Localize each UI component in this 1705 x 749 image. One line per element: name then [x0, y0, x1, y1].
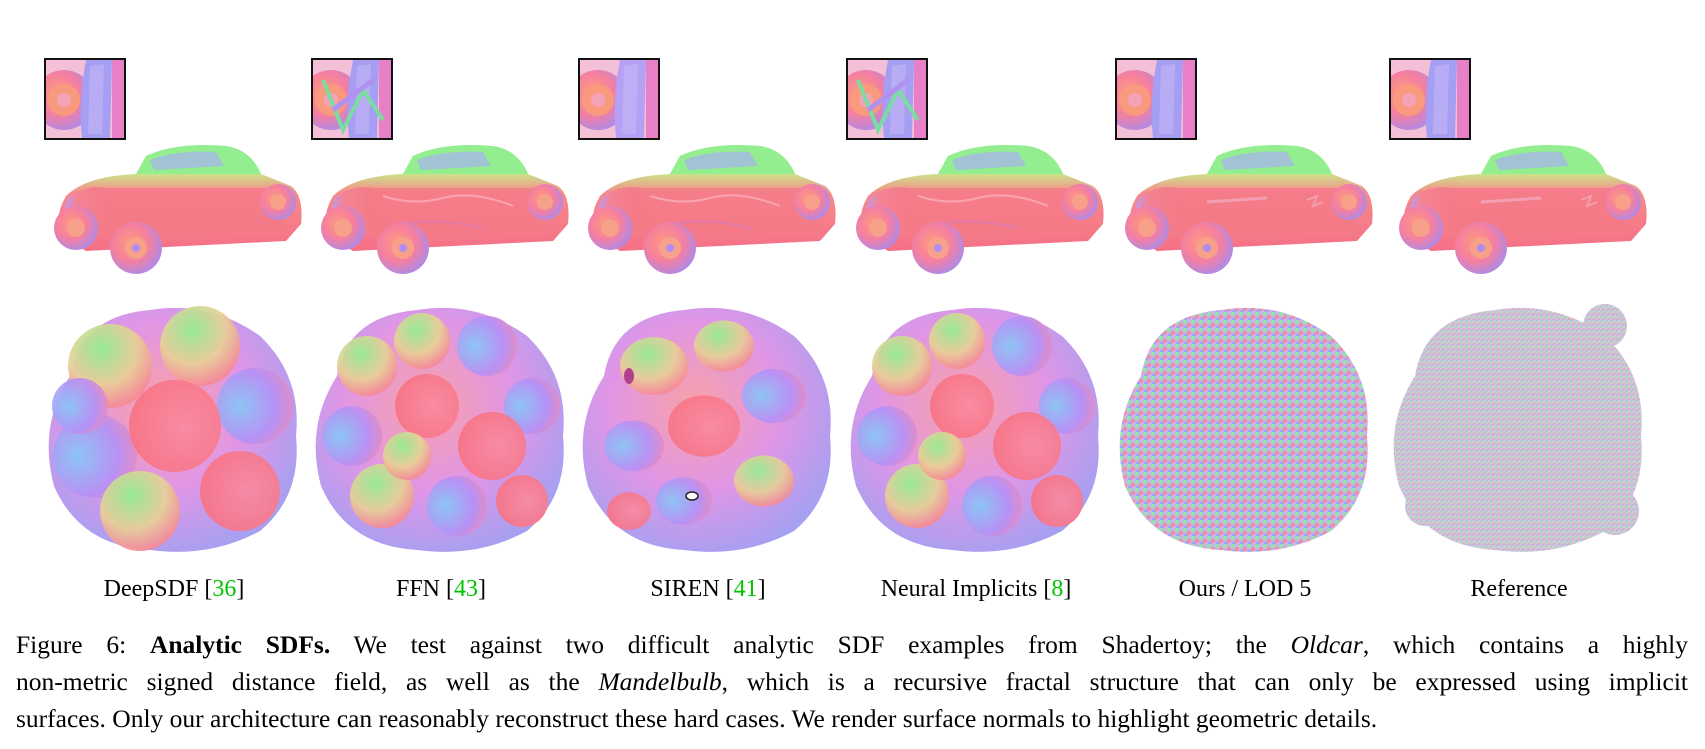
- oldcar-render: [848, 136, 1110, 286]
- oldcar-zoom-inset: [311, 58, 393, 140]
- figure-column: Neural Implicits [8]: [842, 0, 1110, 620]
- mandelbulb-render: [307, 296, 572, 556]
- oldcar-zoom-inset: [846, 58, 928, 140]
- method-label: FFN [43]: [395, 576, 487, 602]
- method-label: SIREN [41]: [650, 576, 766, 602]
- method-label: Reference: [1385, 576, 1653, 603]
- oldcar-render: [313, 136, 575, 286]
- oldcar-zoom-inset: [1115, 58, 1197, 140]
- figure-column: Reference: [1385, 0, 1653, 620]
- oldcar-render: [46, 136, 308, 286]
- citation-link[interactable]: 8: [1051, 576, 1064, 602]
- figure-column: Ours / LOD 5: [1111, 0, 1379, 620]
- citation-link[interactable]: 43: [454, 576, 479, 602]
- method-label: Ours / LOD 5: [1111, 576, 1379, 603]
- mandelbulb-render: [40, 296, 305, 556]
- method-name: Reference: [1470, 576, 1568, 602]
- mandelbulb-render: [842, 296, 1107, 556]
- figure-column: SIREN [41]: [574, 0, 842, 620]
- oldcar-render: [1391, 136, 1653, 286]
- caption-text-1: We test against two difficult analytic S…: [353, 630, 1267, 659]
- method-name: DeepSDF: [103, 576, 199, 602]
- caption-text-5: surfaces. Only our architecture can reas…: [16, 704, 1378, 733]
- mandelbulb-render: [1111, 296, 1376, 556]
- oldcar-zoom-inset: [578, 58, 660, 140]
- caption-text-3: non-metric signed distance field, as wel…: [16, 667, 580, 696]
- caption-italic-oldcar: Oldcar: [1290, 630, 1363, 659]
- figure-caption: Figure 6: Analytic SDFs. We test against…: [16, 626, 1688, 737]
- method-name: FFN: [395, 576, 441, 602]
- oldcar-render: [1117, 136, 1379, 286]
- method-name: SIREN: [650, 576, 720, 602]
- figure-label: Figure 6:: [16, 630, 127, 659]
- caption-text-4: , which is a recursive fractal structure…: [721, 667, 1688, 696]
- mandelbulb-render: [574, 296, 839, 556]
- caption-italic-mandelbulb: Mandelbulb: [598, 667, 722, 696]
- caption-title: Analytic SDFs.: [149, 630, 331, 659]
- figure-column: FFN [43]: [307, 0, 575, 620]
- citation-link[interactable]: 36: [212, 576, 237, 602]
- method-name: Neural Implicits: [880, 576, 1038, 602]
- method-label: Neural Implicits [8]: [880, 576, 1072, 602]
- citation-link[interactable]: 41: [733, 576, 758, 602]
- method-name: Ours / LOD 5: [1178, 576, 1312, 602]
- oldcar-render: [580, 136, 842, 286]
- oldcar-zoom-inset: [1389, 58, 1471, 140]
- caption-text-2: , which contains a highly: [1362, 630, 1688, 659]
- oldcar-zoom-inset: [44, 58, 126, 140]
- mandelbulb-render: [1385, 296, 1650, 556]
- method-label: DeepSDF [36]: [103, 576, 245, 602]
- figure-column: DeepSDF [36]: [40, 0, 308, 620]
